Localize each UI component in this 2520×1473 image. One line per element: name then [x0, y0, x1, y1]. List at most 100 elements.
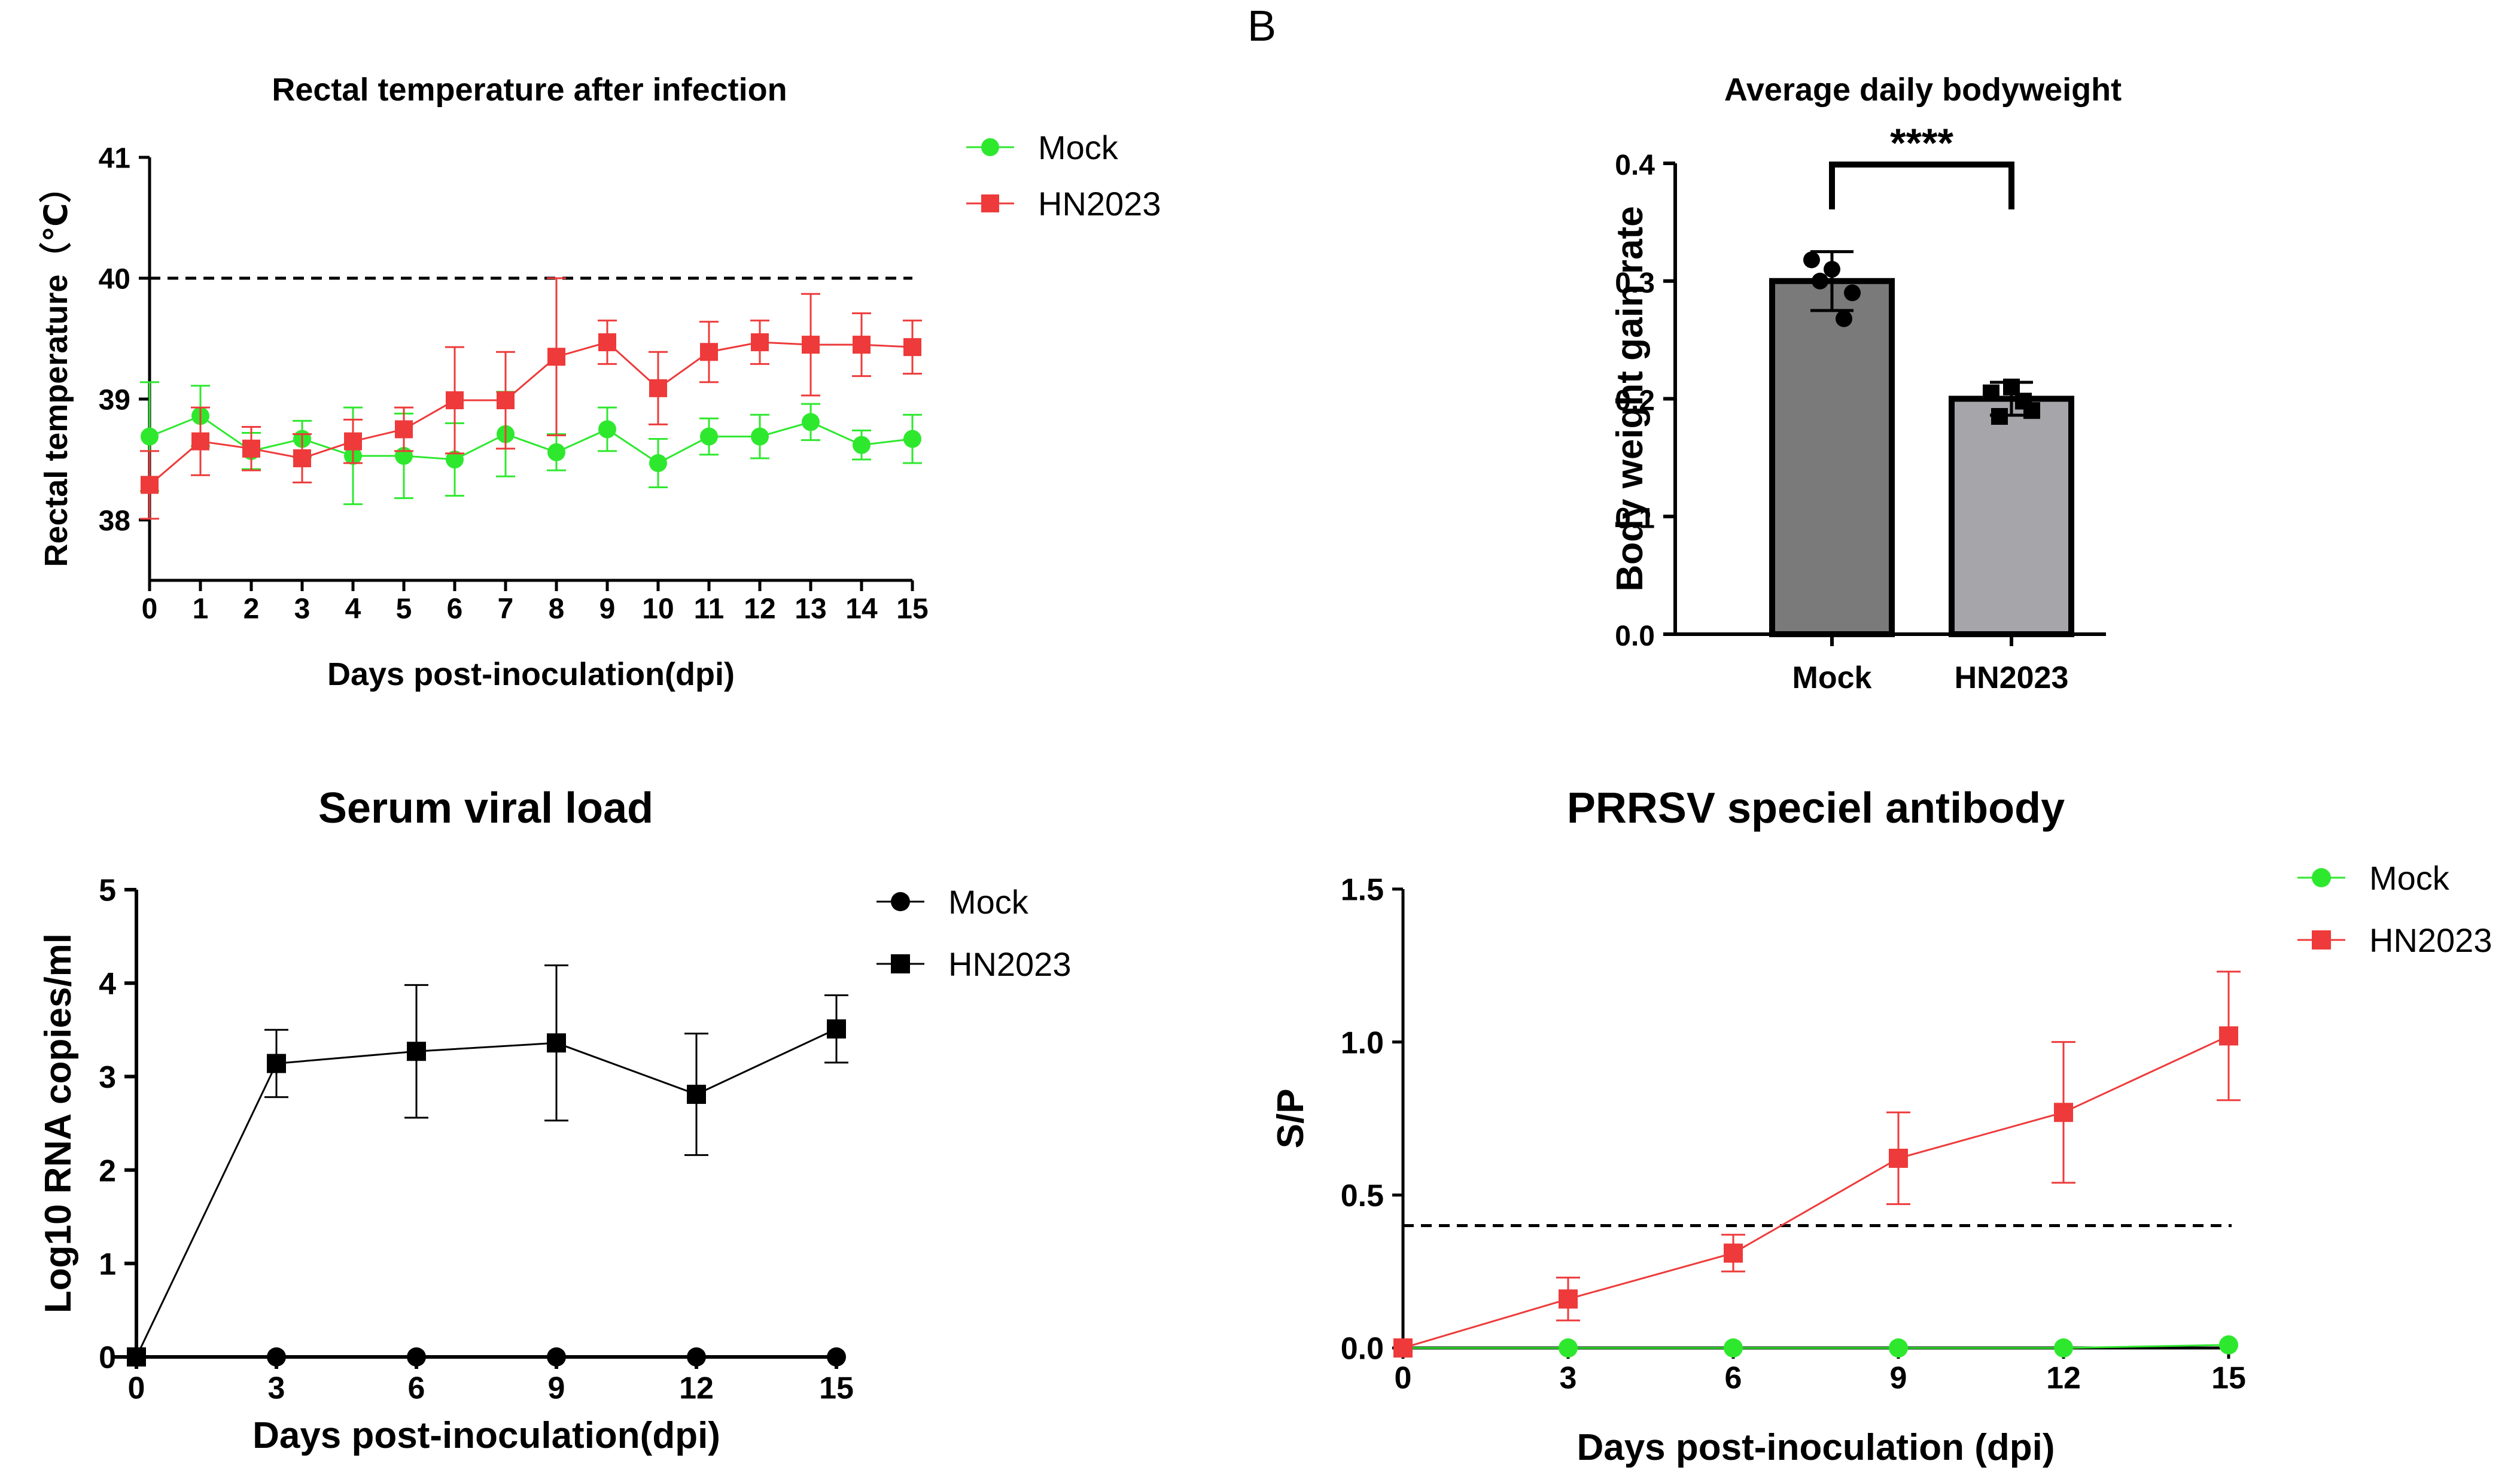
x-tick-label: 2	[244, 594, 260, 625]
data-point	[547, 443, 565, 461]
series-hn2023	[140, 277, 922, 520]
data-point	[497, 391, 515, 410]
x-axis-label: Days post-inoculation(dpi)	[252, 1415, 720, 1456]
x-tick-label: 7	[498, 594, 514, 625]
y-tick-label: 1.5	[1341, 873, 1384, 908]
data-point	[547, 1033, 566, 1053]
data-point	[903, 338, 921, 357]
data-point	[407, 1042, 426, 1061]
significance-bracket	[1829, 162, 2014, 209]
data-point	[547, 1347, 566, 1367]
data-point	[407, 1347, 426, 1367]
series-line	[135, 1028, 837, 1358]
y-tick-label: 0.4	[1615, 150, 1655, 181]
x-tick-label: 3	[268, 1371, 285, 1405]
data-point	[903, 430, 921, 448]
y-tick-label: 0.3	[1615, 267, 1655, 299]
series-hn2023	[127, 964, 848, 1367]
legend-label: HN2023	[948, 945, 1071, 983]
data-point	[687, 1347, 706, 1367]
y-tick-label: 0.0	[1615, 620, 1655, 652]
data-point	[598, 333, 616, 352]
x-tick-label: 5	[396, 594, 412, 625]
legend-label: HN2023	[2369, 921, 2492, 959]
y-axis-label: Rectal temperature（℃）	[38, 171, 74, 567]
data-point	[700, 427, 718, 446]
legend-label: Mock	[948, 883, 1029, 921]
significance-label: ****	[1890, 120, 1953, 166]
x-axis-label: Days post-inoculation (dpi)	[1576, 1427, 2055, 1468]
data-point	[649, 379, 667, 397]
data-point	[2054, 1338, 2073, 1358]
data-point	[547, 348, 565, 366]
data-point	[1983, 384, 1999, 401]
legend-marker	[981, 138, 999, 156]
x-tick-label: 6	[447, 594, 463, 625]
data-point	[2015, 392, 2032, 410]
y-tick-label: 38	[99, 505, 130, 537]
x-tick-label: 15	[2211, 1361, 2246, 1395]
data-point	[1559, 1338, 1578, 1358]
chart-title: Average daily bodyweight	[1724, 72, 2122, 108]
series-hn2023	[1393, 970, 2241, 1358]
series-mock	[1393, 1335, 2238, 1358]
legend-label: Mock	[2369, 859, 2450, 897]
y-tick-label: 39	[99, 384, 130, 416]
data-point	[2219, 1026, 2238, 1046]
data-point	[598, 420, 616, 439]
data-point	[751, 333, 769, 352]
legend-marker	[891, 892, 910, 911]
y-tick-label: 0.0	[1341, 1332, 1384, 1367]
y-tick-label: 4	[99, 967, 116, 1002]
data-point	[1724, 1243, 1743, 1263]
legend-marker	[2312, 868, 2331, 887]
x-axis-label: Days post-inoculation(dpi)	[327, 656, 735, 692]
bar	[1949, 395, 2074, 637]
data-point	[127, 1347, 146, 1367]
x-tick-label: 12	[679, 1371, 714, 1405]
x-tick-label: 8	[549, 594, 565, 625]
data-point	[141, 427, 159, 446]
chart-title: PRRSV speciel antibody	[1567, 784, 2065, 832]
panel-b: B Average daily bodyweight 0.0 0.1 0.2 0.3 0.4…	[1247, 2, 2122, 695]
data-point	[853, 336, 871, 354]
x-tick-label: 6	[408, 1371, 425, 1405]
panel-a: Rectal temperature after infection383940…	[38, 72, 1161, 692]
x-tick-label: 10	[642, 594, 674, 625]
data-point	[344, 432, 362, 451]
x-tick-label: 4	[345, 594, 361, 625]
y-axis-label: S/P	[1270, 1089, 1311, 1149]
series-line	[149, 415, 913, 464]
y-tick-label: 0.2	[1615, 385, 1655, 417]
legend-label: HN2023	[1038, 185, 1161, 223]
data-point	[242, 439, 260, 458]
series-line	[149, 341, 913, 486]
data-point	[1844, 284, 1861, 302]
data-point	[1803, 251, 1820, 269]
data-point	[1559, 1289, 1578, 1309]
y-tick-label: 0.5	[1341, 1179, 1384, 1213]
y-tick-label: 1.0	[1341, 1025, 1384, 1060]
x-tick-label: 12	[744, 594, 775, 625]
chart-title: Serum viral load	[318, 784, 653, 832]
data-point	[2003, 378, 2020, 395]
panel-d: PRRSV speciel antibody 0.0 0.5 1.0 1.5 0 3 6 9 12…	[1270, 784, 2492, 1468]
x-tick-label: 0	[142, 594, 158, 625]
y-tick-label: 5	[99, 874, 116, 908]
legend-marker	[981, 194, 999, 212]
data-point	[2054, 1103, 2073, 1122]
data-point	[827, 1019, 846, 1039]
chart-title: Rectal temperature after infection	[272, 72, 787, 108]
y-tick-label: 41	[99, 142, 130, 174]
x-tick-label: 3	[1560, 1361, 1577, 1395]
x-tick-label: 14	[845, 594, 878, 625]
y-tick-label: 0.1	[1615, 503, 1655, 534]
data-point	[649, 454, 667, 473]
data-point	[700, 343, 718, 361]
x-tick-label: 1	[193, 594, 209, 625]
panel-letter: B	[1247, 2, 1276, 50]
x-tick-label: 15	[819, 1371, 854, 1405]
data-point	[1836, 310, 1852, 327]
x-tick-label: Mock	[1792, 661, 1872, 695]
